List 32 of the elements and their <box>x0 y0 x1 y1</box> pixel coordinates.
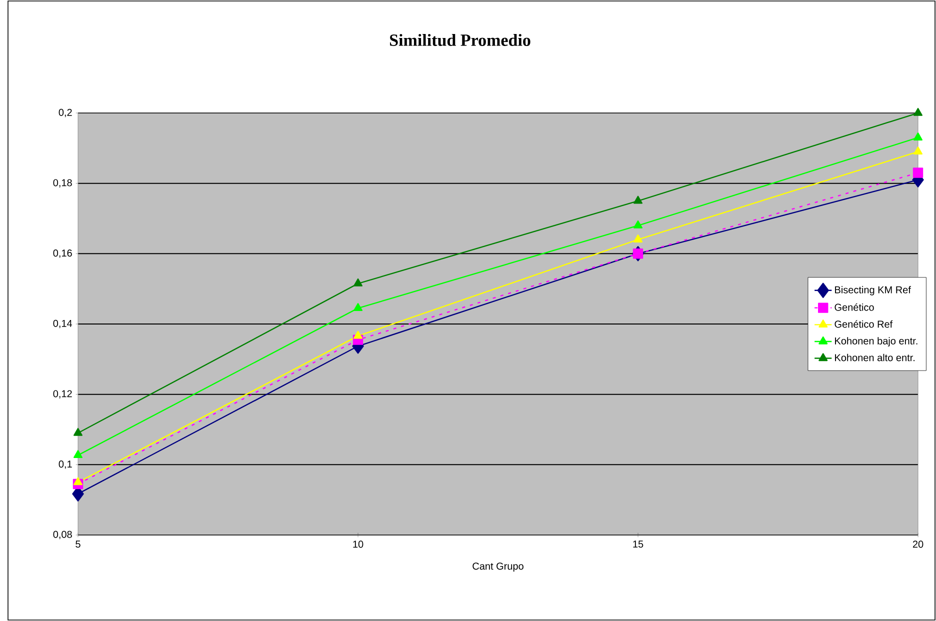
point <box>354 303 362 312</box>
point <box>912 168 924 178</box>
point <box>354 278 362 286</box>
chart-title: Similitud Promedio <box>390 34 530 46</box>
point <box>354 330 362 339</box>
legend-label: Bisecting KM Ref <box>835 286 911 296</box>
legend-label: Genético <box>834 303 874 311</box>
y-tick-label: 0,1 <box>58 460 72 469</box>
y-tick-label: 0,18 <box>53 179 72 188</box>
point <box>914 132 923 140</box>
x-tick-label: 20 <box>912 540 924 548</box>
y-tick-label: 0,16 <box>53 250 72 258</box>
point <box>74 477 82 486</box>
y-tick-label: 0,14 <box>53 320 72 328</box>
legend-label: Kohonen alto entr. <box>835 354 914 362</box>
point <box>74 450 82 458</box>
y-tick-label: 0,2 <box>58 108 72 118</box>
point <box>634 220 643 228</box>
y-tick-label: 0,08 <box>53 530 72 540</box>
x-tick-label: 5 <box>76 540 80 548</box>
y-tick-label: 0,12 <box>53 390 72 398</box>
legend-label: Genético Ref <box>834 320 893 328</box>
point <box>74 428 82 436</box>
point <box>634 196 643 204</box>
legend-label: Kohonen bajo entr. <box>835 337 918 346</box>
point <box>914 108 923 116</box>
x-tick-label: 15 <box>633 540 644 548</box>
point <box>634 234 643 242</box>
point <box>914 146 923 155</box>
point <box>632 248 644 259</box>
x-axis-title: Cant Grupo <box>472 562 524 572</box>
x-tick-label: 10 <box>353 540 364 548</box>
